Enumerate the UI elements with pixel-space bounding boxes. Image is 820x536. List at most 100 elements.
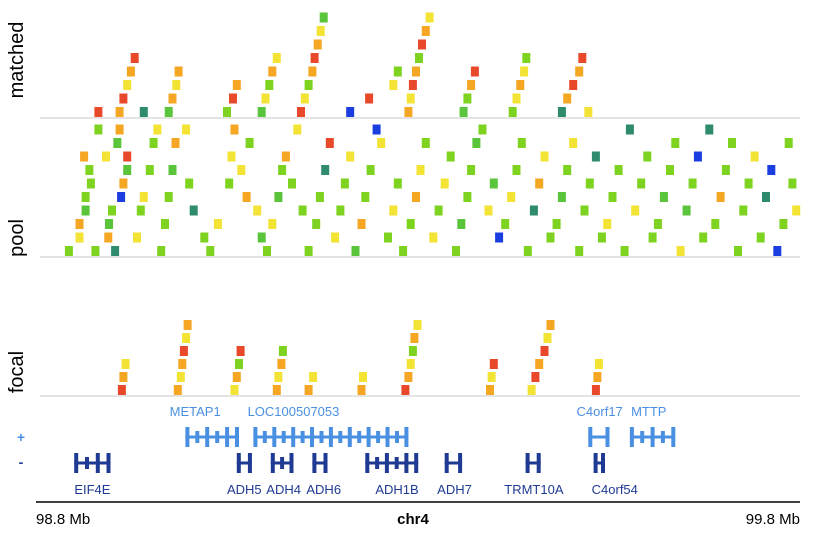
pool-point (340, 178, 349, 189)
matched-point (268, 66, 277, 77)
pool-point (200, 232, 209, 243)
focal-point (594, 359, 603, 369)
pool-point (123, 165, 132, 175)
matched-point (265, 80, 274, 90)
pool-point (399, 246, 408, 256)
pool-point (182, 124, 191, 135)
pool-point (557, 192, 566, 202)
matched-point (115, 107, 124, 117)
focal-point (272, 385, 281, 395)
pool-point (331, 232, 340, 243)
pool-point (535, 178, 544, 189)
pool-point (792, 205, 801, 216)
focal-point (359, 372, 367, 382)
matched-point (257, 107, 266, 117)
matched-point (522, 53, 531, 63)
pool-point (643, 151, 652, 162)
gene-exon (95, 453, 100, 473)
pool-point (575, 246, 584, 256)
gene-exon (272, 427, 277, 447)
pool-point (591, 151, 600, 162)
gene-exon (281, 431, 286, 443)
gene-exon (375, 457, 380, 469)
pool-point (728, 138, 736, 148)
pool-point (257, 232, 266, 243)
pool-point (75, 219, 84, 229)
focal-point (591, 385, 600, 395)
pool-point (406, 219, 415, 229)
focal-point (183, 320, 192, 330)
pool-point (452, 246, 460, 256)
gene-exon (650, 427, 655, 447)
pool-point (563, 165, 572, 175)
gene-exon (366, 427, 371, 447)
gene-exon (671, 427, 676, 447)
gene-exon (414, 453, 419, 473)
pool-point (268, 219, 277, 229)
pool-point (529, 205, 538, 216)
focal-point (404, 372, 413, 382)
pool-point (94, 124, 103, 135)
pool-point (648, 232, 657, 243)
gene-exon (365, 453, 370, 473)
pool-track-label: pool (6, 219, 28, 257)
plus-strand-label: + (17, 429, 25, 445)
pool-point (245, 138, 254, 148)
gene-label: LOC100507053 (248, 404, 340, 419)
focal-point (278, 346, 287, 356)
matched-point (569, 80, 578, 90)
pool-point (377, 138, 386, 148)
pool-point (389, 205, 398, 216)
pool-point (361, 192, 370, 202)
pool-point (756, 232, 765, 243)
pool-point (446, 151, 455, 162)
gene-exon (640, 431, 645, 443)
matched-point (164, 107, 173, 117)
pool-point (119, 178, 128, 189)
gene-exon (404, 453, 409, 473)
pool-point (653, 219, 662, 229)
pool-point (227, 151, 236, 162)
matched-point (463, 93, 472, 104)
pool-point (253, 205, 262, 216)
pool-point (81, 205, 90, 216)
pool-point (467, 165, 476, 175)
matched-point (406, 93, 415, 104)
gene-exon (291, 427, 296, 447)
gene-label: ADH7 (437, 482, 472, 497)
gene-exon (205, 427, 210, 447)
gene-label: MTTP (631, 404, 666, 419)
pool-point (416, 165, 425, 175)
pool-point (788, 178, 797, 189)
pool-point (585, 178, 594, 189)
matched-point (459, 107, 468, 117)
pool-point (133, 232, 141, 243)
focal-point (401, 385, 410, 395)
pool-point (540, 151, 549, 162)
pool-point (637, 178, 646, 189)
matched-point (300, 93, 309, 104)
gene-label: METAP1 (170, 404, 221, 419)
pool-point (168, 165, 177, 175)
matched-point (223, 107, 231, 117)
gene-exon (395, 431, 399, 443)
gene-label: C4orf17 (577, 404, 623, 419)
focal-point (178, 359, 187, 369)
gene-label: ADH4 (266, 482, 301, 497)
gene-exon (444, 453, 449, 473)
matched-point (389, 80, 398, 90)
gene-exon (74, 453, 79, 473)
matched-point (168, 93, 177, 104)
gene-label: C4orf54 (592, 482, 638, 497)
matched-point (172, 80, 181, 90)
gene-exon (106, 453, 111, 473)
pool-point (104, 232, 113, 243)
matched-point (578, 53, 587, 63)
pool-point (351, 246, 360, 256)
pool-point (115, 124, 124, 135)
pool-point (85, 165, 94, 175)
gene-exon (319, 431, 324, 443)
focal-point (182, 333, 191, 343)
pool-point (393, 178, 402, 189)
